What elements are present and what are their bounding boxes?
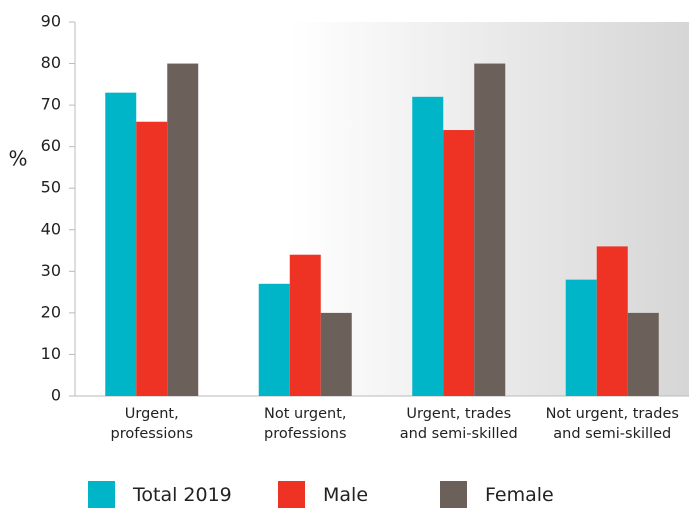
y-tick-label: 40 <box>41 219 61 238</box>
y-tick-label: 20 <box>41 302 61 321</box>
legend-swatch <box>278 481 305 508</box>
y-tick-label: 10 <box>41 344 61 363</box>
legend-label: Male <box>323 483 369 506</box>
y-tick-label: 80 <box>41 53 61 72</box>
bar <box>627 312 659 396</box>
y-tick-label: 0 <box>51 386 61 405</box>
x-tick-label: Not urgent, professions <box>263 406 347 442</box>
bar <box>289 254 321 396</box>
y-tick-label: 70 <box>41 95 61 114</box>
bar <box>167 63 199 397</box>
bar <box>105 92 137 397</box>
bar <box>412 96 444 397</box>
y-tick-label: 90 <box>41 12 61 31</box>
x-tick-label: Urgent, trades and semi-skilled <box>399 406 518 442</box>
bar <box>565 279 597 396</box>
y-tick-label: 30 <box>41 261 61 280</box>
legend-item: Female <box>440 481 554 508</box>
bar <box>474 63 506 397</box>
legend-swatch <box>440 481 467 508</box>
y-tick-label: 50 <box>41 178 61 197</box>
legend-label: Total 2019 <box>133 483 232 506</box>
legend-item: Male <box>278 481 368 508</box>
bar <box>136 121 168 396</box>
legend-label: Female <box>485 483 554 506</box>
legend-item: Total 2019 <box>88 481 232 508</box>
y-tick-label: 60 <box>41 136 61 155</box>
legend-swatch <box>88 481 115 508</box>
x-tick-label: Not urgent, trades and semi-skilled <box>545 406 679 442</box>
x-tick-label: Urgent, professions <box>110 406 194 442</box>
bar <box>596 246 628 396</box>
bar <box>443 130 475 397</box>
bar <box>258 283 290 396</box>
y-axis-label: % <box>8 147 27 171</box>
bar <box>320 312 352 396</box>
